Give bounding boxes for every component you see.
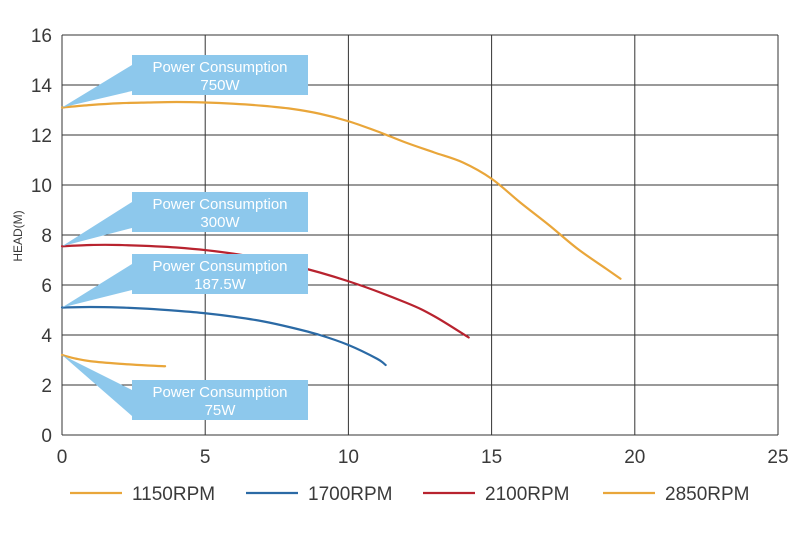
callout-pointer <box>62 65 132 108</box>
callout-line-1: Power Consumption <box>152 196 287 213</box>
x-tick-label: 20 <box>624 447 645 468</box>
callout-line-2: 75W <box>205 402 237 419</box>
callout-line-1: Power Consumption <box>152 384 287 401</box>
callout-line-2: 750W <box>200 77 240 94</box>
callout-line-1: Power Consumption <box>152 258 287 275</box>
x-tick-label: 5 <box>200 447 211 468</box>
legend-label: 2100RPM <box>485 484 570 505</box>
callout-line-2: 300W <box>200 214 240 231</box>
callout-pointer <box>62 264 132 308</box>
series-line-1700rpm <box>60 305 387 367</box>
y-tick-label: 16 <box>31 26 52 47</box>
series-lines <box>60 100 622 368</box>
callout-box <box>132 192 308 232</box>
callout-box <box>132 380 308 420</box>
legend-label: 1700RPM <box>308 484 393 505</box>
callout-box <box>132 254 308 294</box>
y-tick-label: 2 <box>41 376 52 397</box>
y-tick-label: 4 <box>41 326 52 347</box>
y-tick-label: 8 <box>41 226 52 247</box>
legend: 1150RPM 1700RPM 2100RPM 2850RPM <box>70 484 750 505</box>
legend-label: 1150RPM <box>132 484 215 505</box>
y-tick-label: 12 <box>31 126 52 147</box>
y-tick-label: 6 <box>41 276 52 297</box>
grid <box>61 34 779 436</box>
y-axis-label: HEAD(M) <box>11 210 25 261</box>
x-tick-label: 0 <box>57 447 68 468</box>
y-axis-ticks: 0 2 4 6 8 10 12 14 16 <box>31 26 53 447</box>
series-line-1150rpm <box>60 353 167 368</box>
callout-box <box>132 55 308 95</box>
callout-line-2: 187.5W <box>194 276 247 293</box>
callout-pointer <box>62 202 132 247</box>
x-axis-ticks: 0 5 10 15 20 25 <box>57 447 789 468</box>
y-tick-label: 10 <box>31 176 52 197</box>
callout-line-1: Power Consumption <box>152 59 287 76</box>
callout-pointer <box>62 355 132 416</box>
x-tick-label: 25 <box>767 447 788 468</box>
y-tick-label: 0 <box>41 426 52 447</box>
x-tick-label: 15 <box>481 447 502 468</box>
series-line-2850rpm <box>60 100 622 280</box>
y-tick-label: 14 <box>31 76 53 97</box>
legend-label: 2850RPM <box>665 484 750 505</box>
x-tick-label: 10 <box>338 447 359 468</box>
